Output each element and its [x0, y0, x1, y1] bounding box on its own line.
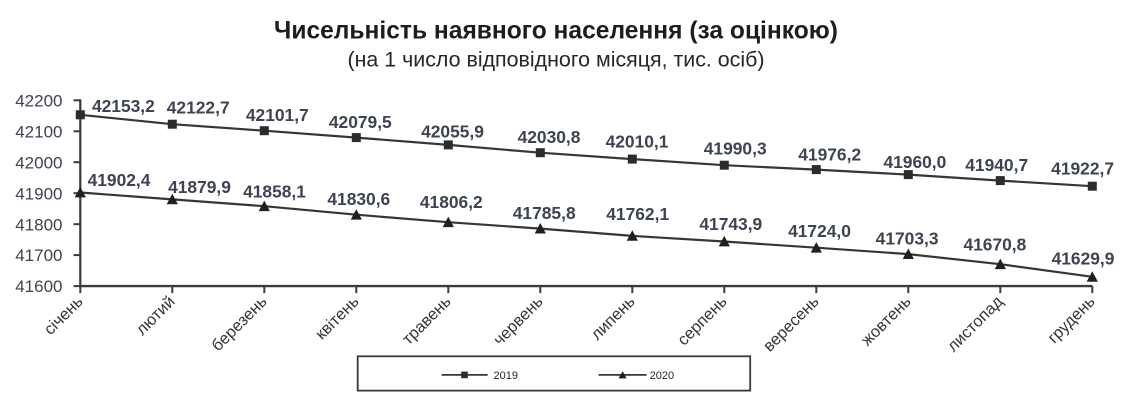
svg-text:41743,9: 41743,9 — [699, 214, 762, 234]
svg-text:41902,4: 41902,4 — [88, 170, 151, 190]
svg-text:41858,1: 41858,1 — [243, 182, 306, 202]
svg-text:41879,9: 41879,9 — [168, 177, 231, 197]
svg-text:42055,9: 42055,9 — [421, 121, 484, 141]
svg-text:41724,0: 41724,0 — [788, 221, 851, 241]
svg-text:2020: 2020 — [650, 370, 674, 382]
svg-text:42100: 42100 — [15, 122, 62, 141]
svg-text:41703,3: 41703,3 — [876, 228, 939, 248]
svg-text:41922,7: 41922,7 — [1051, 159, 1114, 179]
svg-text:42200: 42200 — [15, 91, 62, 110]
svg-text:(на 1 число відповідного місяц: (на 1 число відповідного місяця, тис. ос… — [347, 48, 764, 72]
svg-text:42101,7: 42101,7 — [246, 105, 309, 125]
svg-text:42010,1: 42010,1 — [606, 131, 669, 151]
svg-text:41806,2: 41806,2 — [420, 192, 483, 212]
svg-text:41940,7: 41940,7 — [965, 155, 1028, 175]
svg-text:42000: 42000 — [15, 153, 62, 172]
svg-text:2019: 2019 — [494, 370, 518, 382]
svg-text:41762,1: 41762,1 — [606, 204, 669, 224]
svg-text:41800: 41800 — [15, 215, 62, 234]
svg-text:41960,0: 41960,0 — [883, 152, 946, 172]
svg-text:41600: 41600 — [15, 277, 62, 296]
svg-text:41990,3: 41990,3 — [704, 138, 767, 158]
svg-text:42153,2: 42153,2 — [92, 96, 155, 116]
svg-text:42122,7: 42122,7 — [167, 98, 230, 118]
svg-text:41830,6: 41830,6 — [327, 189, 390, 209]
svg-text:41900: 41900 — [15, 184, 62, 203]
svg-text:42079,5: 42079,5 — [329, 112, 392, 132]
svg-text:41785,8: 41785,8 — [513, 203, 576, 223]
svg-text:42030,8: 42030,8 — [518, 127, 581, 147]
svg-text:41670,8: 41670,8 — [963, 235, 1026, 255]
svg-text:41976,2: 41976,2 — [798, 144, 861, 164]
svg-text:Чисельність наявного населення: Чисельність наявного населення (за оцінк… — [274, 18, 838, 45]
svg-text:41700: 41700 — [15, 246, 62, 265]
svg-text:41629,9: 41629,9 — [1052, 249, 1115, 269]
